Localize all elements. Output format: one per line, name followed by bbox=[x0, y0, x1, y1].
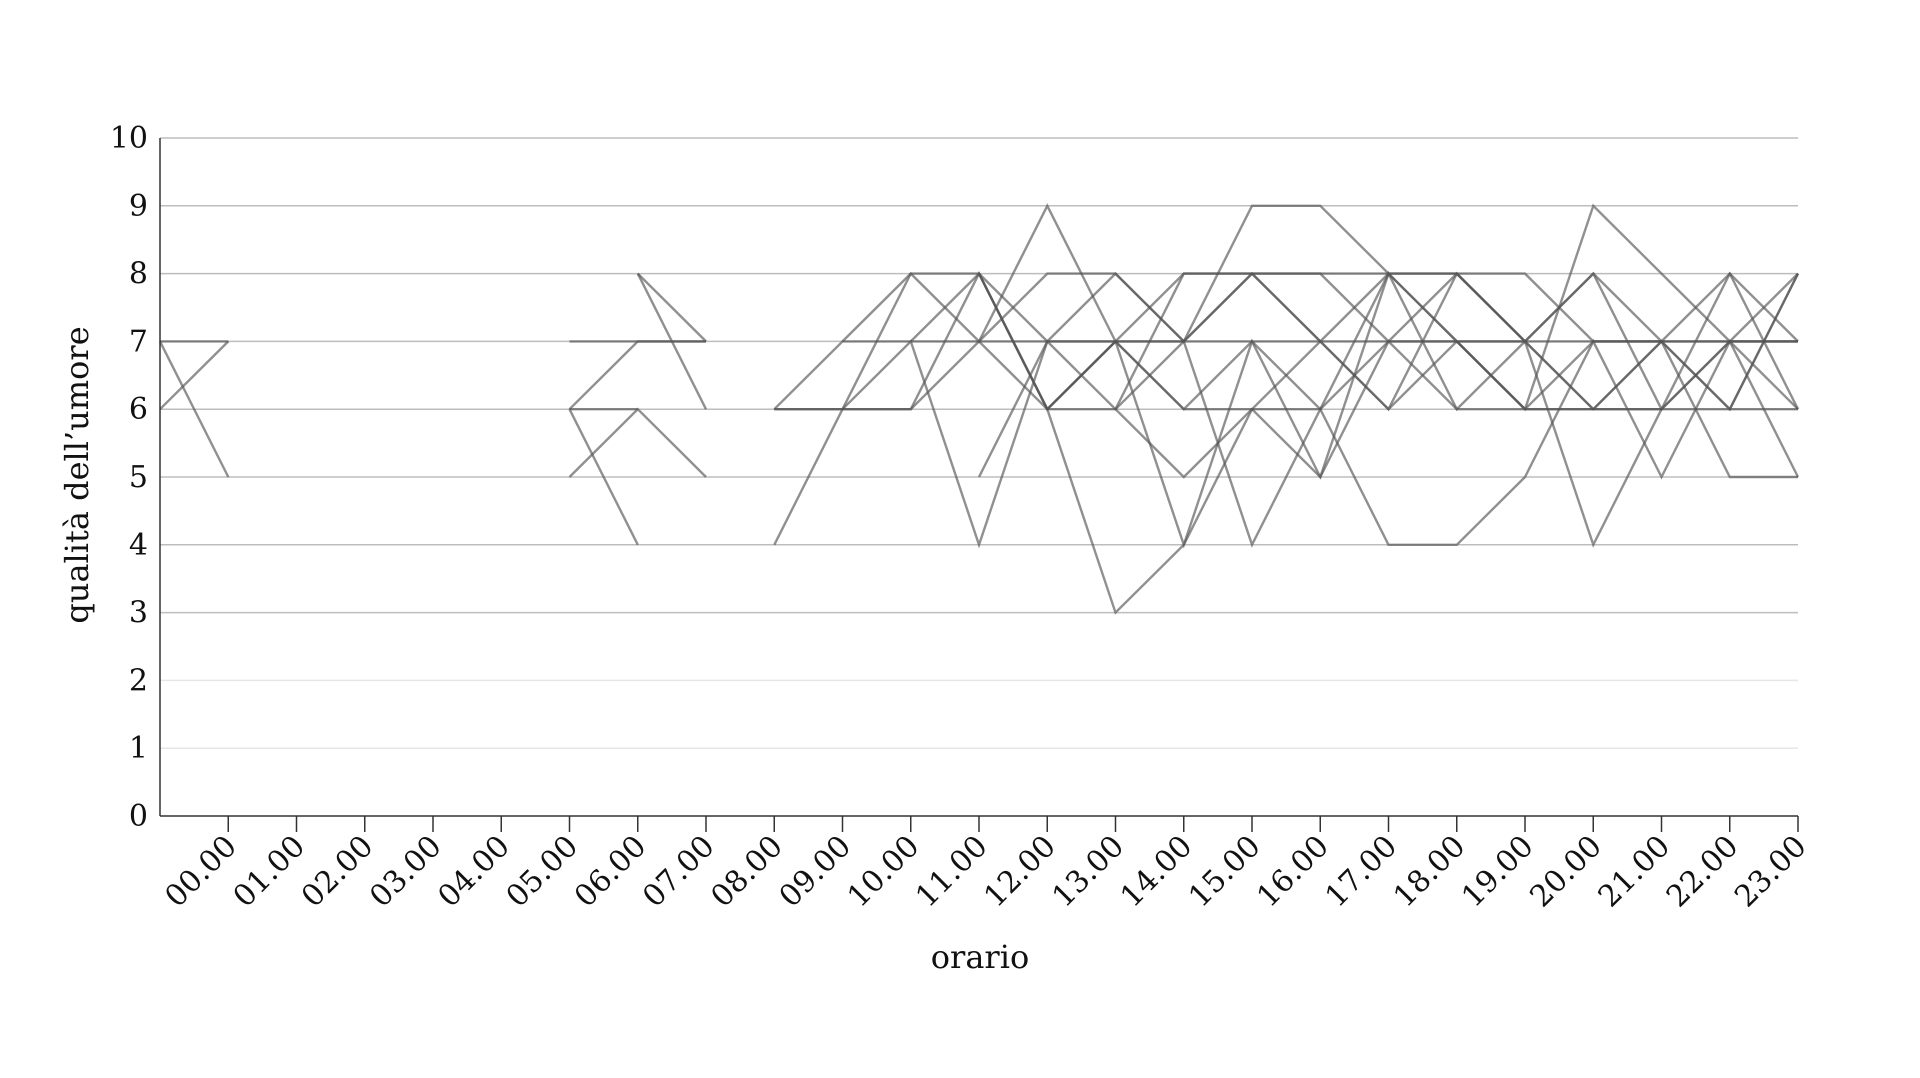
x-tick-label: 06.00 bbox=[568, 829, 653, 914]
series-line-22 bbox=[1114, 272, 1798, 411]
x-tick-label: 14.00 bbox=[1114, 829, 1199, 914]
x-tick-label: 18.00 bbox=[1387, 829, 1472, 914]
y-tick-label: 9 bbox=[129, 189, 148, 224]
y-tick-label: 5 bbox=[129, 460, 148, 495]
y-tick-label: 3 bbox=[129, 596, 148, 631]
x-tick-label: 15.00 bbox=[1182, 829, 1267, 914]
x-tick-label: 04.00 bbox=[431, 829, 516, 914]
y-tick-label: 0 bbox=[129, 799, 148, 834]
x-tick-label: 08.00 bbox=[704, 829, 789, 914]
x-tick-label: 12.00 bbox=[977, 829, 1062, 914]
x-tick-label: 16.00 bbox=[1250, 829, 1335, 914]
x-tick-label: 01.00 bbox=[227, 829, 312, 914]
x-tick-label: 00.00 bbox=[158, 829, 243, 914]
series-line-20 bbox=[977, 271, 1799, 615]
gridlines bbox=[160, 137, 1798, 749]
y-axis-title: qualità dell’umore bbox=[58, 326, 96, 623]
series-line-2 bbox=[159, 340, 230, 411]
x-tick-label: 10.00 bbox=[841, 829, 926, 914]
series-line-16 bbox=[842, 270, 1800, 478]
series-line-7 bbox=[568, 408, 639, 546]
y-tick-label: 7 bbox=[129, 324, 148, 359]
y-tick-label: 6 bbox=[129, 392, 148, 427]
y-tick-labels: 0 1 2 3 4 5 6 7 8 9 10 bbox=[110, 121, 148, 834]
x-tick-labels: 00.0001.0002.0003.0004.0005.0006.0007.00… bbox=[158, 829, 1813, 914]
x-tick-label: 07.00 bbox=[636, 829, 721, 914]
series-line-5 bbox=[568, 340, 706, 411]
series-line-3 bbox=[158, 340, 230, 478]
x-tick-label: 02.00 bbox=[295, 829, 380, 914]
x-tick-label: 20.00 bbox=[1523, 829, 1608, 914]
y-tick-label: 8 bbox=[129, 257, 148, 292]
x-tick-label: 17.00 bbox=[1319, 829, 1404, 914]
y-tick-label: 4 bbox=[129, 528, 148, 563]
series-line-19 bbox=[978, 204, 1800, 412]
series-line-6 bbox=[568, 407, 707, 478]
x-tick-label: 21.00 bbox=[1592, 829, 1677, 914]
series-line-9 bbox=[636, 273, 708, 410]
x-tick-label: 11.00 bbox=[909, 829, 994, 914]
x-tick-label: 13.00 bbox=[1046, 829, 1131, 914]
series-lines bbox=[158, 203, 1800, 615]
x-tick-label: 22.00 bbox=[1660, 829, 1745, 914]
x-tick-label: 09.00 bbox=[773, 829, 858, 914]
x-axis-title: orario bbox=[931, 938, 1029, 976]
x-tick-label: 19.00 bbox=[1455, 829, 1540, 914]
y-tick-label: 10 bbox=[110, 121, 148, 156]
y-tick-label: 1 bbox=[129, 731, 148, 766]
axes bbox=[159, 138, 1799, 832]
series-line-15 bbox=[841, 203, 1798, 412]
y-tick-label: 2 bbox=[129, 663, 148, 698]
series-line-10 bbox=[636, 272, 707, 343]
x-tick-label: 23.00 bbox=[1728, 829, 1813, 914]
x-tick-label: 03.00 bbox=[363, 829, 448, 914]
x-tick-label: 05.00 bbox=[500, 829, 585, 914]
